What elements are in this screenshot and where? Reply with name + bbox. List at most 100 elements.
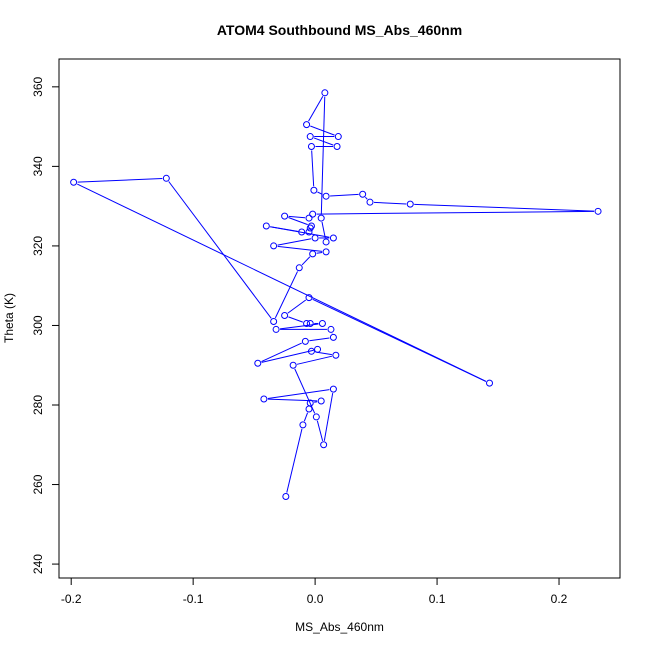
x-tick-label: -0.1 <box>183 592 204 606</box>
x-tick-label: 0.0 <box>307 592 324 606</box>
series-segment <box>316 420 324 442</box>
series-segment <box>267 389 330 399</box>
x-tick-label: -0.2 <box>61 592 82 606</box>
data-point <box>303 121 311 129</box>
data-point <box>309 210 317 218</box>
series-segment <box>274 271 298 319</box>
data-point <box>322 248 330 256</box>
series-segment <box>323 392 334 441</box>
data-point <box>329 385 337 393</box>
data-point <box>306 399 314 407</box>
data-point <box>329 333 337 341</box>
data-point <box>282 492 290 500</box>
data-point <box>270 242 278 250</box>
data-point <box>270 317 278 325</box>
y-tick-label: 360 <box>31 77 45 97</box>
data-point <box>307 347 315 355</box>
data-point <box>320 441 328 449</box>
data-point <box>309 250 317 258</box>
x-tick-label: 0.2 <box>551 592 568 606</box>
data-point <box>333 142 341 150</box>
data-point <box>272 325 280 333</box>
data-point <box>332 351 340 359</box>
series-segment <box>288 316 303 323</box>
data-point <box>317 397 325 405</box>
data-point <box>359 190 367 198</box>
series-segment <box>308 96 324 122</box>
data-point <box>162 174 170 182</box>
series-lines <box>77 96 595 493</box>
series-segment <box>373 201 407 205</box>
y-tick-label: 260 <box>31 474 45 494</box>
data-point <box>281 212 289 220</box>
x-axis-label: MS_Abs_460nm <box>295 620 384 634</box>
data-point <box>311 234 319 242</box>
series-segment <box>261 349 314 363</box>
y-axis: 240 260 280 300 320 340 360 <box>31 77 60 574</box>
data-point <box>305 228 313 236</box>
series-segment <box>168 181 272 319</box>
data-point <box>329 234 337 242</box>
data-point <box>312 413 320 421</box>
series-segment <box>287 299 307 314</box>
series-segment <box>365 196 368 200</box>
series-segment <box>314 401 318 403</box>
data-point <box>295 264 303 272</box>
series-segment <box>321 221 326 239</box>
data-point <box>301 337 309 345</box>
data-point <box>486 379 494 387</box>
data-point <box>306 319 314 327</box>
series-segment <box>261 342 302 363</box>
x-axis: -0.2 -0.1 0.0 0.1 0.2 <box>61 577 568 606</box>
data-point <box>594 207 602 215</box>
series-segment <box>277 238 312 246</box>
data-point <box>306 133 314 141</box>
data-point <box>289 361 297 369</box>
data-point <box>260 395 268 403</box>
series-segment <box>288 217 308 226</box>
series-segment <box>310 125 335 136</box>
series-segment <box>330 193 359 197</box>
series-segment <box>270 226 298 232</box>
x-tick-label: 0.1 <box>429 592 446 606</box>
data-point <box>298 228 306 236</box>
series-segment <box>279 323 319 330</box>
series-segment <box>296 355 333 365</box>
data-point <box>317 214 325 222</box>
series-segment <box>288 215 306 219</box>
data-point <box>281 312 289 320</box>
y-tick-label: 340 <box>31 156 45 176</box>
series-points <box>70 89 602 500</box>
data-point <box>310 186 318 194</box>
data-point <box>406 200 414 208</box>
data-point <box>307 222 315 230</box>
chart-title: ATOM4 Southbound MS_Abs_460nm <box>217 22 462 38</box>
series-segment <box>320 96 326 215</box>
series-segment <box>316 251 323 254</box>
data-point <box>262 222 270 230</box>
series-segment <box>77 183 487 382</box>
data-point <box>305 214 313 222</box>
data-point <box>299 421 307 429</box>
data-point <box>307 142 315 150</box>
y-tick-label: 320 <box>31 236 45 256</box>
series-segment <box>277 245 323 252</box>
y-tick-label: 280 <box>31 395 45 415</box>
y-tick-label: 300 <box>31 315 45 335</box>
series-segment <box>286 428 303 493</box>
data-point <box>334 133 342 141</box>
series-segment <box>309 337 330 342</box>
series-segment <box>414 203 595 212</box>
data-point <box>318 319 326 327</box>
y-axis-label: Theta (K) <box>2 293 16 343</box>
data-point <box>314 345 322 353</box>
data-point <box>303 319 311 327</box>
data-point <box>322 238 330 246</box>
data-point <box>327 325 335 333</box>
series-segment <box>301 256 311 266</box>
series-segment <box>77 177 163 183</box>
data-point <box>305 294 313 302</box>
data-point <box>321 89 329 97</box>
data-point <box>366 198 374 206</box>
